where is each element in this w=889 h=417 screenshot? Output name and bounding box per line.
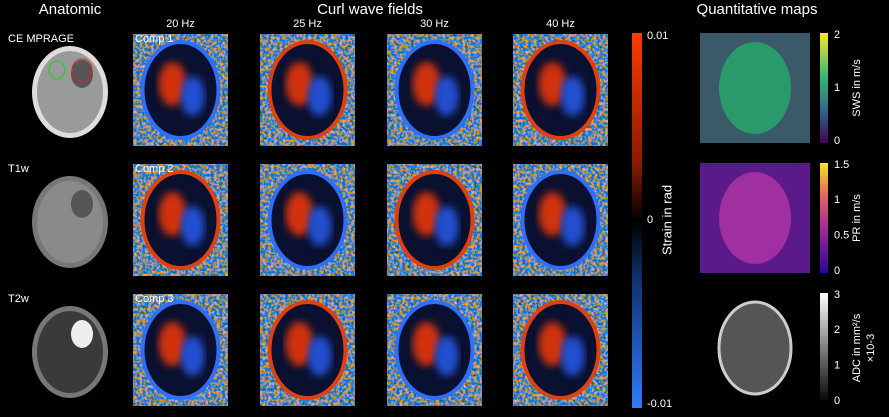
anatomic-image xyxy=(37,51,103,133)
colorbar-tick: 1.5 xyxy=(834,159,849,171)
colorbar-sublabel: ×10-3 xyxy=(865,334,877,362)
colorbar-tick: 0.01 xyxy=(647,30,668,42)
colorbar-tick: 1 xyxy=(834,194,840,206)
colorbar-tick: 0 xyxy=(834,135,840,147)
colorbar-label: Strain in rad xyxy=(659,185,674,255)
wave-blob xyxy=(560,76,585,116)
wave-blob xyxy=(158,322,187,366)
wave-blob xyxy=(307,76,332,116)
wave-blob xyxy=(180,206,205,246)
row-label: CE MPRAGE xyxy=(8,33,74,45)
colorbar-tick: 3 xyxy=(834,289,840,301)
wave-blob xyxy=(434,76,459,116)
colorbar-tick: 2 xyxy=(834,29,840,41)
colorbar-tick: -0.01 xyxy=(647,398,672,410)
wave-blob xyxy=(538,192,567,236)
wave-blob xyxy=(158,62,187,106)
roi xyxy=(48,60,66,80)
lesion xyxy=(71,60,93,88)
colorbar-tick: 2 xyxy=(834,324,840,336)
colorbar-label: ADC in mm²/s xyxy=(851,313,863,382)
row-label: T2w xyxy=(8,293,29,305)
quant-map-brain xyxy=(719,42,791,134)
colorbar-tick: 0 xyxy=(834,395,840,407)
frequency-label: 40 Hz xyxy=(546,18,575,30)
wave-blob xyxy=(412,192,441,236)
quant-colorbar xyxy=(820,163,828,273)
quant-colorbar xyxy=(820,33,828,143)
wave-blob xyxy=(412,322,441,366)
wave-blob xyxy=(434,206,459,246)
colorbar-tick: 1 xyxy=(834,360,840,372)
wave-blob xyxy=(158,192,187,236)
frequency-label: 20 Hz xyxy=(166,18,195,30)
section-title: Curl wave fields xyxy=(317,1,423,18)
component-label: Comp 1 xyxy=(135,33,174,45)
wave-blob xyxy=(307,336,332,376)
component-label: Comp 2 xyxy=(135,163,174,175)
wave-blob xyxy=(285,62,314,106)
colorbar-tick: 0.5 xyxy=(834,230,849,242)
row-label: T1w xyxy=(8,163,29,175)
roi xyxy=(71,58,93,82)
wave-blob xyxy=(285,322,314,366)
colorbar-tick: 0 xyxy=(647,214,653,226)
wave-blob xyxy=(180,76,205,116)
wave-blob xyxy=(180,336,205,376)
quant-map-brain xyxy=(719,172,791,264)
wave-blob xyxy=(307,206,332,246)
colorbar-tick: 0 xyxy=(834,265,840,277)
wave-blob xyxy=(434,336,459,376)
quant-colorbar xyxy=(820,293,828,403)
lesion xyxy=(71,320,93,348)
frequency-label: 25 Hz xyxy=(293,18,322,30)
frequency-label: 30 Hz xyxy=(420,18,449,30)
anatomic-image xyxy=(37,311,103,393)
colorbar-label: PR in m/s xyxy=(851,194,863,242)
lesion xyxy=(71,190,93,218)
wave-blob xyxy=(560,336,585,376)
wave-blob xyxy=(412,62,441,106)
wave-blob xyxy=(538,322,567,366)
strain-colorbar xyxy=(632,33,642,408)
section-title: Quantitative maps xyxy=(697,1,818,18)
quant-map-brain xyxy=(717,300,793,396)
component-label: Comp 3 xyxy=(135,293,174,305)
section-title: Anatomic xyxy=(39,1,102,18)
wave-blob xyxy=(560,206,585,246)
wave-blob xyxy=(285,192,314,236)
wave-blob xyxy=(538,62,567,106)
colorbar-tick: 1 xyxy=(834,82,840,94)
anatomic-image xyxy=(37,181,103,263)
colorbar-label: SWS in m/s xyxy=(851,59,863,117)
